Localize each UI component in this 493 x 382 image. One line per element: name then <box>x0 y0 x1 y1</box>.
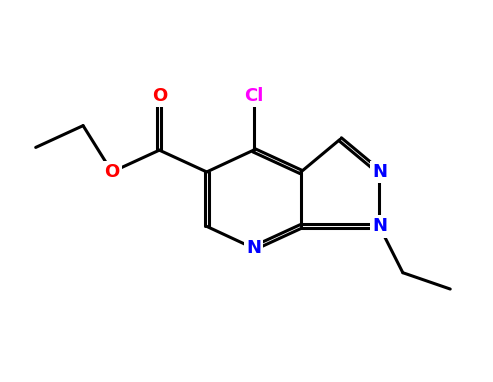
Text: N: N <box>372 217 387 235</box>
Text: O: O <box>152 87 167 105</box>
Text: O: O <box>105 163 120 181</box>
Text: N: N <box>246 239 261 257</box>
Text: Cl: Cl <box>244 87 263 105</box>
Text: N: N <box>372 163 387 181</box>
